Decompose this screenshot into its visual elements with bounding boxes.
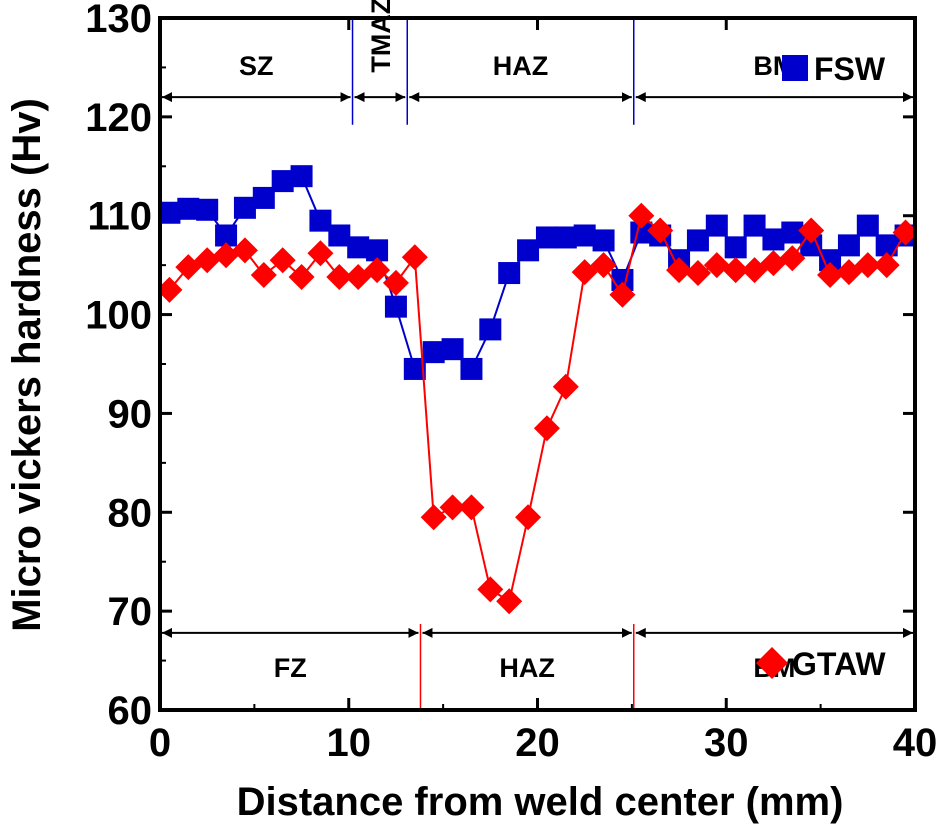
point-fsw-1: [177, 197, 200, 220]
point-fsw-36: [837, 234, 860, 257]
point-fsw-19: [517, 239, 540, 262]
legend-marker-fsw: [782, 55, 808, 81]
point-fsw-17: [479, 318, 502, 341]
point-fsw-12: [384, 295, 407, 318]
point-gtaw-16: [458, 494, 485, 521]
point-gtaw-13: [401, 244, 428, 271]
point-fsw-9: [328, 224, 351, 247]
point-fsw-20: [535, 226, 558, 249]
plot-frame: [158, 16, 917, 712]
point-gtaw-39: [892, 219, 915, 246]
point-gtaw-32: [760, 250, 787, 277]
point-fsw-23: [592, 229, 615, 252]
y-tick-label-60: 60: [108, 689, 153, 733]
y-tick-label-110: 110: [87, 195, 152, 239]
point-gtaw-9: [326, 264, 353, 291]
fsw-zone-label-0: SZ: [239, 51, 274, 81]
point-gtaw-12: [382, 269, 409, 296]
point-gtaw-33: [779, 245, 806, 272]
point-fsw-14: [422, 341, 445, 364]
point-gtaw-2: [194, 247, 221, 274]
point-gtaw-20: [533, 415, 560, 442]
point-gtaw-4: [231, 237, 258, 264]
point-gtaw-11: [364, 257, 391, 284]
gtaw-zone-label-1: HAZ: [499, 653, 555, 683]
x-tick-label-0: 0: [149, 721, 171, 765]
point-gtaw-15: [439, 494, 466, 521]
y-tick-label-130: 130: [85, 0, 152, 41]
point-gtaw-18: [496, 588, 523, 615]
point-fsw-8: [309, 209, 332, 232]
point-fsw-3: [215, 224, 238, 247]
point-gtaw-5: [250, 262, 277, 289]
point-gtaw-25: [628, 202, 655, 229]
x-tick-label-10: 10: [327, 721, 372, 765]
point-gtaw-3: [213, 242, 240, 269]
point-fsw-18: [498, 262, 521, 285]
y-tick-label-70: 70: [108, 590, 153, 634]
point-fsw-7: [290, 165, 313, 188]
point-fsw-22: [573, 224, 596, 247]
point-fsw-21: [554, 226, 577, 249]
x-tick-label-20: 20: [515, 721, 560, 765]
point-fsw-28: [686, 229, 709, 252]
point-gtaw-30: [722, 257, 749, 284]
point-fsw-31: [743, 214, 766, 237]
fsw-zone-label-2: HAZ: [493, 51, 549, 81]
point-fsw-29: [705, 214, 728, 237]
point-fsw-33: [781, 221, 804, 244]
fsw-zone-label-1: TMAZ: [366, 0, 396, 73]
point-gtaw-35: [817, 262, 844, 289]
point-gtaw-17: [477, 576, 504, 603]
point-gtaw-29: [703, 252, 730, 279]
point-fsw-16: [460, 357, 483, 380]
y-tick-label-80: 80: [108, 491, 153, 535]
point-gtaw-23: [590, 252, 617, 279]
point-gtaw-19: [515, 504, 542, 531]
y-tick-label-120: 120: [85, 96, 152, 140]
point-gtaw-28: [684, 260, 711, 287]
point-fsw-2: [196, 198, 219, 221]
legend-label-gtaw: GTAW: [792, 646, 886, 682]
point-gtaw-21: [552, 373, 579, 400]
x-axis-title: Distance from weld center (mm): [237, 780, 844, 824]
point-fsw-13: [403, 357, 426, 380]
legend-label-fsw: FSW: [814, 51, 886, 87]
gtaw-zone-label-0: FZ: [274, 653, 307, 683]
point-gtaw-37: [854, 252, 881, 279]
point-fsw-15: [441, 338, 464, 361]
y-axis-title: Micro vickers hardness (Hv): [5, 98, 49, 632]
x-tick-label-40: 40: [893, 721, 938, 765]
point-gtaw-7: [288, 264, 315, 291]
point-fsw-0: [160, 201, 181, 224]
point-fsw-38: [875, 234, 898, 257]
point-fsw-30: [724, 236, 747, 259]
point-gtaw-24: [609, 281, 636, 308]
point-fsw-32: [762, 228, 785, 251]
series-line-fsw: [169, 175, 907, 371]
series-line-gtaw: [168, 213, 915, 603]
legend-marker-gtaw: [756, 647, 788, 679]
point-fsw-35: [819, 249, 842, 272]
x-tick-label-30: 30: [704, 721, 749, 765]
point-gtaw-8: [307, 240, 334, 267]
point-gtaw-14: [420, 504, 447, 531]
point-gtaw-26: [647, 217, 674, 244]
point-fsw-5: [252, 186, 275, 209]
y-tick-label-90: 90: [108, 392, 153, 436]
series-layer: [160, 165, 915, 615]
point-fsw-37: [856, 214, 879, 237]
point-gtaw-6: [269, 247, 296, 274]
y-tick-label-100: 100: [85, 294, 152, 338]
point-fsw-10: [347, 236, 370, 259]
point-fsw-11: [366, 239, 389, 262]
point-fsw-6: [271, 170, 294, 193]
point-gtaw-34: [798, 217, 825, 244]
point-gtaw-0: [160, 276, 183, 303]
point-fsw-4: [233, 196, 256, 219]
point-gtaw-38: [873, 252, 900, 279]
point-gtaw-27: [666, 257, 693, 284]
